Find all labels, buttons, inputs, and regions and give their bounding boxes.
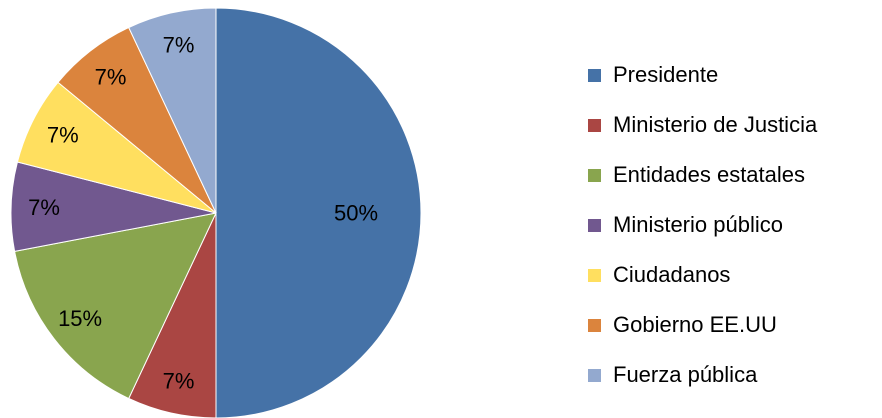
legend-swatch: [588, 218, 601, 232]
legend-label: Entidades estatales: [613, 162, 806, 187]
legend-item: Ministerio público: [588, 200, 817, 250]
slice-value-label: 7%: [95, 65, 127, 90]
legend-label: Ministerio público: [613, 212, 783, 237]
pie-slice-1: [215, 7, 422, 418]
legend-label: Ministerio de Justicia: [613, 112, 818, 137]
legend-item: Entidades estatales: [588, 150, 817, 200]
legend-label: Gobierno EE.UU: [613, 312, 777, 337]
legend-swatch: [588, 368, 601, 382]
legend-item: Gobierno EE.UU: [588, 300, 817, 350]
slice-value-label: 7%: [28, 195, 60, 220]
slice-labels-group: 50% 7% 15% 7% 7% 7% 7%: [28, 33, 378, 394]
legend-swatch: [588, 68, 601, 82]
slice-value-label: 7%: [163, 368, 195, 393]
slice-value-label: 7%: [47, 122, 79, 147]
legend-item: Ministerio de Justicia: [588, 100, 817, 150]
pie-slice-7: [128, 7, 217, 214]
legend-label: Ciudadanos: [613, 262, 731, 287]
slice-value-label: 7%: [163, 33, 195, 58]
legend-item: Presidente: [588, 50, 817, 100]
legend-swatch: [588, 118, 601, 132]
legend-item: Ciudadanos: [588, 250, 817, 300]
legend: Presidente Ministerio de Justicia Entidade…: [588, 50, 817, 400]
pie-slice-3: [14, 212, 217, 400]
legend-swatch: [588, 268, 601, 282]
legend-item: Fuerza pública: [588, 350, 817, 400]
slice-value-label: 50%: [334, 201, 378, 226]
slices-group: [10, 7, 422, 418]
slice-value-label: 15%: [58, 306, 102, 331]
legend-label: Presidente: [613, 62, 719, 87]
legend-swatch: [588, 168, 601, 182]
legend-label: Fuerza pública: [613, 362, 758, 387]
legend-swatch: [588, 318, 601, 332]
